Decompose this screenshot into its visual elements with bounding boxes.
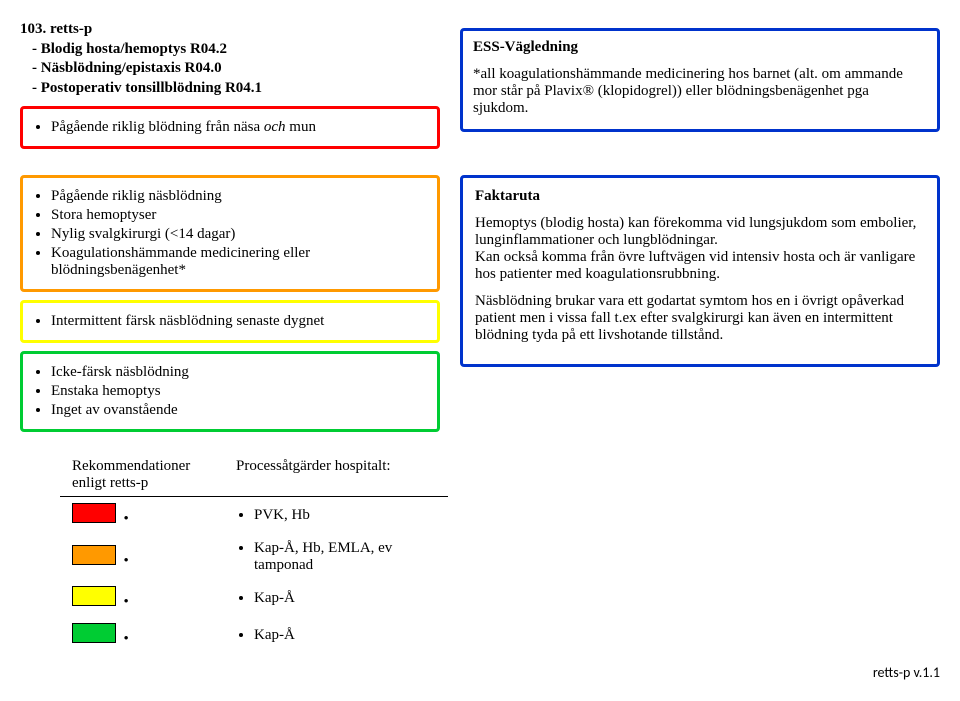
orange-item: Stora hemoptyser — [51, 207, 427, 224]
header-code: 103. retts-p — [20, 20, 440, 40]
orange-item: Koagulationshämmande medicinering eller … — [51, 245, 427, 279]
proc-item: PVK, Hb — [254, 507, 436, 524]
proc-item: Kap-Å, Hb, EMLA, ev tamponad — [254, 540, 436, 574]
table-row: • PVK, Hb — [60, 497, 448, 535]
triage-boxes-column: Pågående riklig näsblödning Stora hemopt… — [20, 167, 440, 440]
green-item: Enstaka hemoptys — [51, 383, 427, 400]
fakta-p3: Näsblödning brukar vara ett godartat sym… — [475, 293, 925, 344]
header-line3: - Postoperativ tonsillblödning R04.1 — [20, 79, 440, 99]
orange-swatch — [72, 545, 116, 565]
header-line1: - Blodig hosta/hemoptys R04.2 — [20, 40, 440, 60]
ess-guidance-box: ESS-Vägledning *all koagulationshämmande… — [460, 28, 940, 132]
proc-item: Kap-Å — [254, 590, 436, 607]
red-item: Pågående riklig blödning från näsa och m… — [51, 119, 427, 136]
green-item: Inget av ovanstående — [51, 402, 427, 419]
red-swatch — [72, 503, 116, 523]
bullet-empty: • — [124, 553, 129, 569]
table-row: • Kap-Å, Hb, EMLA, ev tamponad — [60, 534, 448, 580]
fakta-p1: Hemoptys (blodig hosta) kan förekomma vi… — [475, 215, 925, 283]
footer-version: retts-p v.1.1 — [20, 664, 940, 681]
green-item: Icke-färsk näsblödning — [51, 364, 427, 381]
recommendations-table: Rekommendationer enligt retts-p Processå… — [60, 454, 448, 654]
bullet-empty: • — [124, 594, 129, 610]
rec-col2-header: Processåtgärder hospitalt: — [224, 454, 448, 497]
header-line2: - Näsblödning/epistaxis R04.0 — [20, 59, 440, 79]
header-block: 103. retts-p - Blodig hosta/hemoptys R04… — [20, 20, 440, 157]
ess-title: ESS-Vägledning — [473, 39, 927, 56]
rec-col1-header: Rekommendationer enligt retts-p — [60, 454, 224, 497]
green-box: Icke-färsk näsblödning Enstaka hemoptys … — [20, 351, 440, 432]
orange-item: Nylig svalgkirurgi (<14 dagar) — [51, 226, 427, 243]
red-box: Pågående riklig blödning från näsa och m… — [20, 106, 440, 149]
yellow-item: Intermittent färsk näsblödning senaste d… — [51, 313, 427, 330]
faktaruta-box: Faktaruta Hemoptys (blodig hosta) kan fö… — [460, 175, 940, 367]
orange-item: Pågående riklig näsblödning — [51, 188, 427, 205]
ess-paragraph: *all koagulationshämmande medicinering h… — [473, 66, 927, 117]
green-swatch — [72, 623, 116, 643]
proc-item: Kap-Å — [254, 627, 436, 644]
bullet-empty: • — [124, 631, 129, 647]
recommendations-wrap: Rekommendationer enligt retts-p Processå… — [60, 454, 940, 654]
yellow-box: Intermittent färsk näsblödning senaste d… — [20, 300, 440, 343]
yellow-swatch — [72, 586, 116, 606]
table-row: • Kap-Å — [60, 580, 448, 617]
bullet-empty: • — [124, 511, 129, 527]
fakta-title: Faktaruta — [475, 188, 925, 205]
table-row: • Kap-Å — [60, 617, 448, 654]
orange-box: Pågående riklig näsblödning Stora hemopt… — [20, 175, 440, 292]
